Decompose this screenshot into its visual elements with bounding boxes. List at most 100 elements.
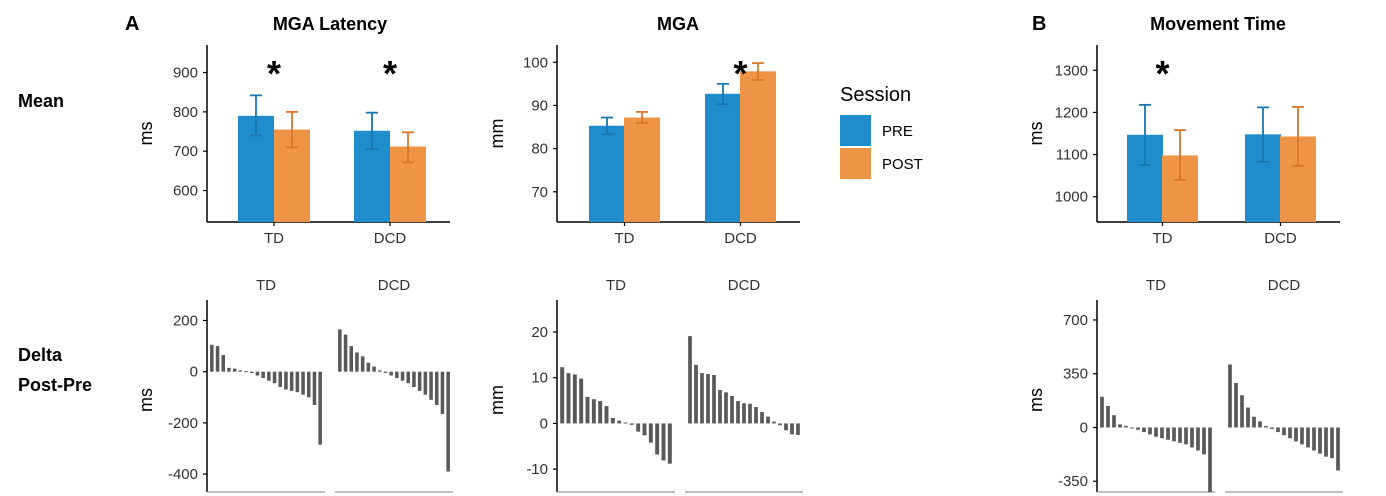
- delta-bar-dcd: [1288, 427, 1292, 439]
- chart-title: MGA: [657, 14, 699, 34]
- delta-bar-dcd: [355, 352, 359, 372]
- delta-bar-dcd: [389, 371, 393, 376]
- delta-bar-td: [295, 371, 300, 393]
- bar-pre-td: [589, 125, 625, 222]
- delta-bar-td: [1166, 427, 1170, 440]
- delta-bar-dcd: [1234, 382, 1238, 428]
- delta-bar-td: [623, 422, 628, 424]
- y-tick-label: 600: [173, 183, 198, 200]
- delta-bar-td: [585, 396, 590, 424]
- legend-swatch-pre: [840, 115, 871, 146]
- delta-bar-dcd: [400, 371, 405, 381]
- facet-label-td: TD: [606, 277, 626, 294]
- chart-title: MGA Latency: [273, 14, 387, 34]
- delta-bar-td: [598, 401, 603, 424]
- delta-bar-td: [1184, 427, 1188, 445]
- delta-bar-dcd: [395, 371, 399, 379]
- delta-bar-td: [629, 423, 634, 425]
- delta-bar-dcd: [712, 374, 716, 424]
- delta-bar-dcd: [383, 371, 388, 373]
- delta-bar-td: [1112, 415, 1116, 428]
- y-axis-label: ms: [136, 122, 156, 146]
- facet-label-dcd: DCD: [378, 277, 411, 294]
- delta-bar-td: [312, 371, 317, 405]
- facet-label-td: TD: [256, 277, 276, 294]
- x-tick-label: DCD: [724, 230, 757, 247]
- delta-bar-dcd: [694, 364, 698, 424]
- delta-bar-td: [572, 374, 577, 424]
- delta-bar-td: [272, 371, 277, 384]
- delta-bar-td: [579, 378, 584, 424]
- y-tick-label: 1000: [1055, 189, 1088, 206]
- delta-bar-dcd: [446, 371, 450, 472]
- delta-bar-dcd: [434, 371, 439, 405]
- delta-bar-td: [667, 423, 672, 464]
- delta-bar-td: [591, 399, 596, 424]
- y-tick-label: 1100: [1056, 147, 1088, 164]
- delta-bar-dcd: [1282, 427, 1286, 436]
- legend: Session PRE POST: [840, 84, 923, 179]
- delta-bar-td: [215, 346, 220, 372]
- delta-bar-td: [221, 355, 226, 372]
- y-tick-label: 700: [1063, 312, 1088, 329]
- delta-bar-dcd: [429, 371, 433, 400]
- delta-bar-dcd: [778, 423, 782, 426]
- delta-bar-td: [244, 371, 248, 373]
- delta-bar-td: [1208, 427, 1212, 492]
- delta-bar-td: [306, 371, 311, 398]
- y-tick-label: -200: [168, 415, 198, 432]
- delta-bar-td: [566, 373, 571, 424]
- y-tick-label: 350: [1063, 366, 1088, 383]
- y-tick-label: 0: [540, 415, 548, 432]
- delta-bar-dcd: [1228, 364, 1232, 428]
- delta-bar-dcd: [766, 416, 770, 424]
- delta-bar-dcd: [796, 423, 800, 435]
- delta-bar-td: [1124, 425, 1128, 428]
- delta-bar-dcd: [1312, 427, 1316, 451]
- legend-label-pre: PRE: [882, 123, 913, 140]
- delta-bar-td: [661, 423, 666, 461]
- delta-chart-1: mm -10 0 10 20 TD DCD: [487, 277, 803, 493]
- delta-bar-dcd: [1276, 427, 1280, 433]
- delta-bar-td: [227, 367, 231, 372]
- delta-bar-td: [1136, 427, 1140, 430]
- delta-bar-td: [1190, 427, 1194, 448]
- delta-bar-td: [232, 368, 237, 372]
- legend-swatch-post: [840, 148, 871, 179]
- y-tick-label: 900: [173, 65, 198, 82]
- y-tick-label: 100: [523, 54, 548, 71]
- bar-pre-dcd: [705, 93, 741, 222]
- delta-bar-td: [648, 423, 653, 443]
- delta-bar-td: [1178, 427, 1182, 443]
- y-tick-label: -10: [526, 461, 548, 478]
- delta-bar-dcd: [417, 371, 422, 391]
- y-axis-label: ms: [136, 388, 156, 412]
- delta-bar-dcd: [688, 336, 692, 424]
- y-tick-label: 800: [173, 104, 198, 121]
- delta-bar-dcd: [784, 423, 788, 431]
- delta-chart-2: ms -350 0 350 700 TD DCD: [1026, 277, 1343, 493]
- delta-bar-dcd: [440, 371, 445, 414]
- delta-bar-dcd: [742, 403, 746, 424]
- delta-bar-td: [560, 367, 565, 424]
- row-label-post-pre: Post-Pre: [18, 375, 92, 395]
- delta-chart-0: ms -400 -200 0 200 TD DCD: [136, 277, 453, 493]
- x-tick-label: TD: [264, 230, 284, 247]
- legend-label-post: POST: [882, 156, 923, 173]
- y-tick-label: 1300: [1055, 62, 1088, 79]
- mean-chart-1: MGA mm 70 80 90 100 TD DCD *: [487, 14, 800, 247]
- delta-bar-td: [210, 344, 214, 372]
- delta-bar-dcd: [1306, 427, 1310, 448]
- delta-bar-td: [255, 371, 260, 376]
- delta-bar-td: [1130, 427, 1134, 429]
- delta-bar-td: [642, 423, 647, 436]
- delta-bar-dcd: [724, 392, 728, 424]
- delta-bar-dcd: [1300, 427, 1304, 445]
- mean-chart-2: Movement Time ms 1000 1100 1200 1300 TD * DCD: [1026, 14, 1340, 247]
- delta-bar-dcd: [372, 366, 376, 372]
- significance-star: *: [267, 53, 281, 94]
- delta-bar-dcd: [760, 412, 764, 424]
- delta-bar-dcd: [1270, 427, 1274, 430]
- significance-star: *: [1155, 53, 1169, 94]
